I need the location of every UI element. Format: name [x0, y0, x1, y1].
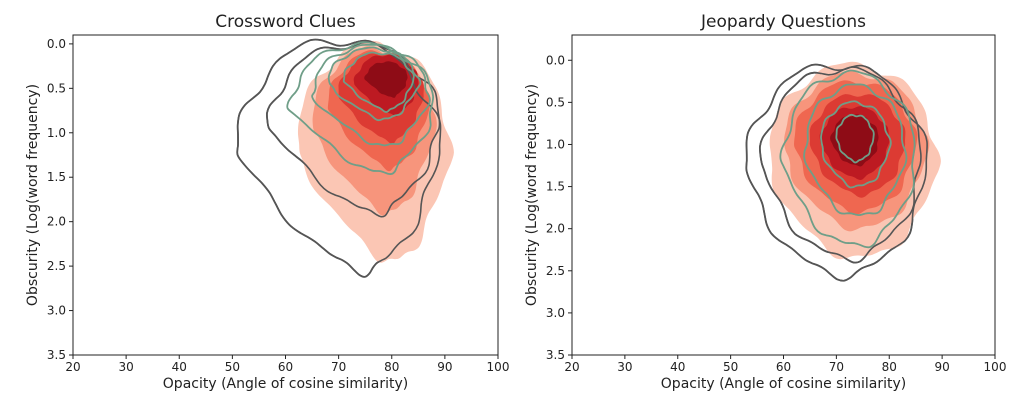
inner-density-contour	[820, 100, 892, 189]
density-fill-level-6	[364, 61, 408, 98]
y-tick-label: 2.0	[546, 222, 565, 236]
chart-crossword-clues: 20 30 40 50 60 70 80 90 100 0.0 0.5 1.0 1.5 2.0 2.5 3.0…	[25, 12, 510, 392]
inner-density-contour	[327, 46, 422, 122]
chart-title: Jeopardy Questions	[700, 12, 866, 32]
y-tick-label: 2.0	[47, 215, 66, 229]
y-tick-label: 3.5	[47, 348, 66, 362]
inner-density-contour	[835, 113, 875, 164]
x-tick-label: 20	[564, 360, 579, 374]
x-tick-label: 60	[776, 360, 791, 374]
y-tick-label: 1.5	[47, 170, 66, 184]
inner-density-contour	[342, 51, 415, 113]
x-tick-label: 20	[65, 360, 80, 374]
y-tick-label: 3.0	[546, 306, 565, 320]
chart-title: Crossword Clues	[215, 12, 356, 32]
x-tick-label: 60	[278, 360, 293, 374]
y-axis-label: Obscurity (Log(word frequency)	[25, 84, 41, 306]
y-tick-label: 0.5	[47, 81, 66, 95]
y-tick-label: 3.0	[47, 304, 66, 318]
density-layer	[745, 61, 941, 282]
x-tick-label: 80	[882, 360, 897, 374]
density-layer	[236, 38, 454, 278]
y-tick-label: 0.0	[546, 53, 565, 67]
x-tick-label: 70	[331, 360, 346, 374]
y-tick-label: 1.0	[546, 137, 565, 151]
chart-jeopardy-questions: 20 30 40 50 60 70 80 90 100 0.0 0.5 1.0 1.5 2.0 2.5 3.0…	[524, 12, 1007, 392]
y-tick-label: 2.5	[47, 259, 66, 273]
x-tick-label: 30	[118, 360, 133, 374]
x-tick-label: 100	[487, 360, 510, 374]
x-tick-label: 50	[723, 360, 738, 374]
x-tick-label: 50	[225, 360, 240, 374]
x-tick-label: 90	[934, 360, 949, 374]
y-tick-label: 0.5	[546, 95, 565, 109]
x-tick-label: 100	[984, 360, 1007, 374]
inner-density-contour	[779, 69, 916, 249]
inner-density-contour	[311, 43, 431, 147]
x-tick-label: 40	[670, 360, 685, 374]
outer-density-contour-line	[759, 66, 922, 264]
x-tick-label: 40	[172, 360, 187, 374]
y-tick-label: 3.5	[546, 348, 565, 362]
y-tick-label: 0.0	[47, 37, 66, 51]
x-axis-label: Opacity (Angle of cosine similarity)	[661, 376, 906, 392]
x-tick-label: 30	[617, 360, 632, 374]
y-tick-label: 2.5	[546, 264, 565, 278]
x-tick-label: 90	[437, 360, 452, 374]
inner-density-contour	[803, 83, 908, 217]
x-axis-label: Opacity (Angle of cosine similarity)	[163, 376, 408, 392]
x-tick-label: 70	[829, 360, 844, 374]
y-axis-label: Obscurity (Log(word frequency)	[524, 84, 540, 306]
y-tick-label: 1.0	[47, 126, 66, 140]
x-tick-label: 80	[384, 360, 399, 374]
outer-density-contour-line	[745, 63, 928, 282]
y-tick-label: 1.5	[546, 180, 565, 194]
